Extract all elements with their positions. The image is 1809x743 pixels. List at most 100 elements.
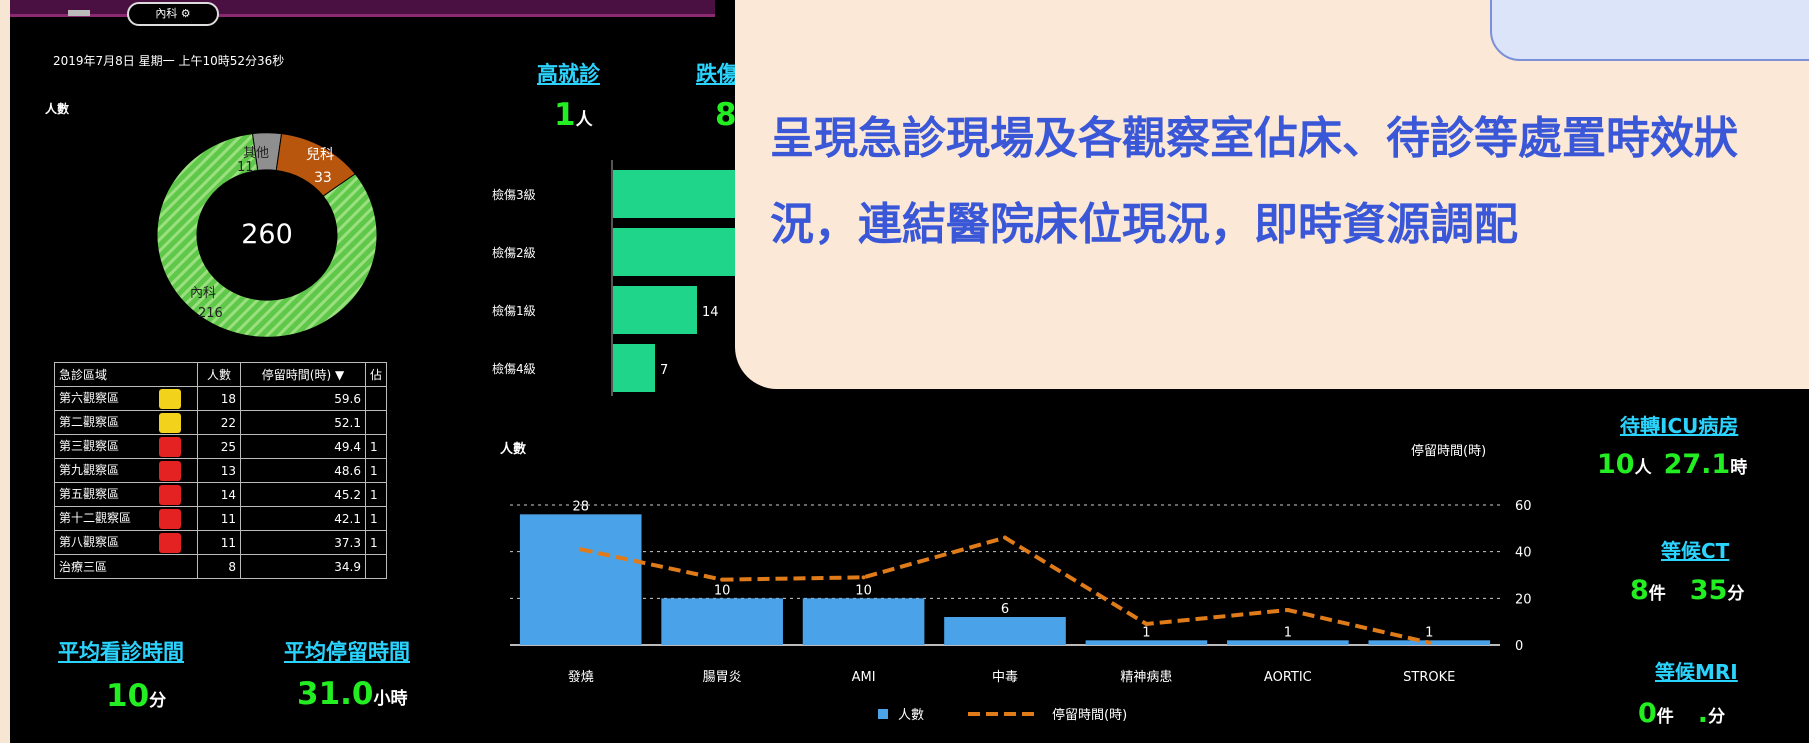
cell-area: 第五觀察區 — [54, 482, 198, 507]
triage-bar-chart: 檢傷3級檢傷2級檢傷1級14檢傷4級7人數 — [492, 160, 750, 396]
top-right-button[interactable] — [1490, 0, 1809, 61]
line-point[interactable] — [1285, 608, 1290, 612]
x-tick-label: 發燒 — [568, 670, 594, 685]
chart-ylabel-right: 停留時間(時) — [1411, 443, 1486, 459]
triage-bar[interactable] — [613, 228, 750, 276]
bar-AMI[interactable] — [802, 598, 925, 645]
area-name: 第九觀察區 — [59, 463, 120, 477]
table-row[interactable]: 第六觀察區 18 59.6 — [54, 386, 388, 411]
menu-icon[interactable] — [68, 10, 90, 16]
fall-value: 8 — [715, 97, 737, 133]
fall-label: 跌傷 — [696, 62, 738, 86]
triage-bar[interactable] — [613, 170, 750, 218]
y-right-tick: 60 — [1515, 499, 1532, 514]
cell-extra: 1 — [364, 434, 388, 459]
legend-line-label: 停留時間(時) — [1052, 707, 1127, 723]
icu-count-unit: 人 — [1634, 458, 1652, 478]
bar-value-label: 1 — [1425, 625, 1433, 640]
icu-count: 10 — [1597, 449, 1635, 480]
mri-value-wrap: 0件 .分 — [1638, 698, 1725, 729]
triage-tick-label: 檢傷1級 — [492, 303, 536, 318]
department-selector[interactable]: 內科 ⚙ — [127, 2, 219, 26]
department-donut-chart: 260 其他 11 兒科 33 內科 216 — [156, 132, 378, 338]
icu-label: 待轉ICU病房 — [1620, 410, 1738, 439]
line-point[interactable] — [1427, 640, 1432, 645]
legend-bar-swatch — [878, 709, 888, 719]
avg-visit-time-value: 10 — [106, 678, 150, 714]
cell-hours: 59.6 — [240, 386, 366, 411]
bar-精神病患[interactable] — [1085, 640, 1208, 645]
line-point[interactable] — [720, 577, 725, 582]
observation-area-table: 急診區域 人數 停留時間(時) ▼ 佔 第六觀察區 18 59.6 第二觀察區 22 52… — [54, 362, 388, 579]
x-tick-label: AMI — [852, 670, 876, 685]
cell-area: 第六觀察區 — [54, 386, 198, 411]
mri-label-text: 等候MRI — [1655, 660, 1738, 684]
area-name: 第六觀察區 — [59, 391, 120, 405]
table-row[interactable]: 第九觀察區 13 48.6 1 — [54, 458, 388, 483]
cell-hours: 42.1 — [240, 506, 366, 531]
mri-count-unit: 件 — [1656, 707, 1674, 727]
high-visit-value-wrap: 1人 — [554, 97, 593, 133]
cell-count: 8 — [197, 554, 241, 579]
line-point[interactable] — [578, 547, 583, 552]
cell-extra: 1 — [364, 482, 388, 507]
bar-value-label: 1 — [1142, 625, 1150, 640]
ct-count: 8 — [1630, 575, 1649, 606]
area-name: 第十二觀察區 — [59, 511, 132, 525]
column-header-count[interactable]: 人數 — [197, 362, 241, 387]
donut-value-internal: 216 — [198, 306, 223, 321]
ct-value-wrap: 8件 35分 — [1630, 575, 1744, 606]
cell-hours: 52.1 — [240, 410, 366, 435]
callout-text: 呈現急診現場及各觀察室佔床、待診等處置時效狀況，連結醫院床位現況，即時資源調配 — [770, 113, 1738, 250]
triage-tick-label: 檢傷4級 — [492, 361, 536, 376]
avg-visit-time-unit: 分 — [149, 691, 167, 711]
column-header-hours[interactable]: 停留時間(時) ▼ — [240, 362, 366, 387]
area-name: 第五觀察區 — [59, 487, 120, 501]
bar-中毒[interactable] — [944, 617, 1066, 645]
cell-count: 11 — [197, 530, 241, 555]
high-visit-value: 1 — [554, 97, 576, 133]
line-point[interactable] — [1003, 535, 1007, 540]
bar-腸胃炎[interactable] — [661, 598, 783, 645]
y-right-tick: 20 — [1515, 592, 1532, 607]
table-row[interactable]: 第五觀察區 14 45.2 1 — [54, 482, 388, 507]
avg-visit-time-value-wrap: 10分 — [106, 678, 166, 714]
line-point[interactable] — [861, 575, 866, 580]
table-row[interactable]: 第八觀察區 11 37.3 1 — [54, 530, 388, 555]
x-tick-label: 中毒 — [992, 670, 1018, 685]
x-tick-label: STROKE — [1403, 670, 1455, 685]
x-tick-label: 腸胃炎 — [703, 670, 742, 685]
donut-total: 260 — [241, 219, 293, 250]
cell-count: 11 — [197, 506, 241, 531]
status-indicator — [159, 508, 181, 529]
area-name: 第八觀察區 — [59, 535, 120, 549]
triage-bar-value: 14 — [702, 305, 719, 320]
cell-hours: 37.3 — [240, 530, 366, 555]
column-header-area[interactable]: 急診區域 — [54, 362, 198, 387]
triage-bar[interactable] — [613, 286, 697, 334]
donut-value-other: 11 — [237, 160, 254, 175]
cell-extra: 1 — [364, 458, 388, 483]
mri-count: 0 — [1638, 698, 1657, 729]
cell-area: 第三觀察區 — [54, 434, 198, 459]
bar-value-label: 10 — [714, 583, 731, 598]
bar-AORTIC[interactable] — [1227, 640, 1349, 645]
ct-label-text: 等候CT — [1661, 539, 1730, 563]
table-row[interactable]: 第三觀察區 25 49.4 1 — [54, 434, 388, 459]
cell-count: 13 — [197, 458, 241, 483]
cell-count: 18 — [197, 386, 241, 411]
line-point[interactable] — [1144, 622, 1149, 626]
table-row[interactable]: 治療三區 8 34.9 — [54, 554, 388, 579]
ct-label: 等候CT — [1661, 535, 1729, 564]
donut-segment-內科[interactable] — [156, 133, 378, 338]
status-indicator — [159, 436, 181, 457]
x-tick-label: 精神病患 — [1120, 670, 1172, 685]
table-row[interactable]: 第十二觀察區 11 42.1 1 — [54, 506, 388, 531]
bar-發燒[interactable] — [519, 514, 642, 645]
cell-extra — [364, 386, 388, 411]
triage-bar[interactable] — [613, 344, 655, 392]
mri-label: 等候MRI — [1655, 656, 1738, 685]
column-header-extra[interactable]: 佔 — [364, 362, 388, 387]
table-row[interactable]: 第二觀察區 22 52.1 — [54, 410, 388, 435]
